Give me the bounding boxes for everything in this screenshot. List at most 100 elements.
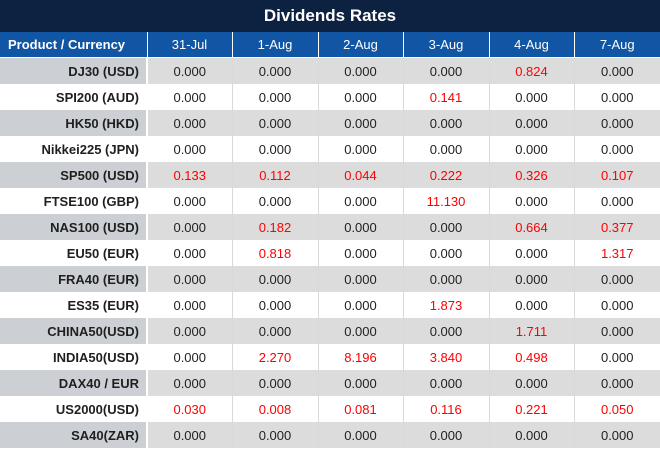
- value-cell: 0.112: [231, 162, 318, 188]
- table-row: INDIA50(USD) 0.000 2.270 8.196 3.840 0.498 0.0…: [0, 344, 660, 370]
- value-cell: 0.141: [402, 84, 489, 110]
- value-cell: 0.000: [146, 110, 232, 136]
- value-cell: 0.824: [488, 57, 574, 84]
- value-cell: 0.000: [317, 110, 403, 136]
- product-cell: DAX40 / EUR: [0, 370, 147, 396]
- value-cell: 0.000: [317, 292, 403, 318]
- value-cell: 0.000: [231, 110, 318, 136]
- value-cell: 0.000: [231, 57, 318, 84]
- value-cell: 0.000: [402, 136, 489, 162]
- value-cell: 0.000: [231, 136, 318, 162]
- value-cell: 0.377: [573, 214, 660, 240]
- value-cell: 1.317: [573, 240, 660, 266]
- table-row: DAX40 / EUR 0.000 0.000 0.000 0.000 0.000 0.00…: [0, 370, 660, 396]
- value-cell: 0.000: [573, 318, 660, 344]
- value-cell: 0.000: [146, 214, 232, 240]
- value-cell: 0.000: [231, 84, 318, 110]
- value-cell: 0.000: [402, 240, 489, 266]
- header-product-currency: Product / Currency: [0, 32, 147, 58]
- value-cell: 1.711: [488, 318, 574, 344]
- product-cell: FRA40 (EUR): [0, 266, 147, 292]
- value-cell: 0.000: [231, 422, 318, 448]
- value-cell: 0.000: [488, 292, 574, 318]
- value-cell: 0.000: [146, 422, 232, 448]
- value-cell: 0.000: [317, 214, 403, 240]
- value-cell: 0.000: [488, 84, 574, 110]
- value-cell: 0.664: [488, 214, 574, 240]
- value-cell: 0.221: [488, 396, 574, 422]
- value-cell: 0.000: [146, 188, 232, 214]
- value-cell: 0.000: [231, 292, 318, 318]
- value-cell: 0.044: [317, 162, 403, 188]
- product-cell: INDIA50(USD): [0, 344, 147, 370]
- table-row: Nikkei225 (JPN) 0.000 0.000 0.000 0.000 0.000…: [0, 136, 660, 162]
- table-row: EU50 (EUR) 0.000 0.818 0.000 0.000 0.000 1.317: [0, 240, 660, 266]
- value-cell: 0.000: [573, 136, 660, 162]
- value-cell: 0.000: [317, 266, 403, 292]
- header-date-2-aug: 2-Aug: [317, 32, 403, 58]
- product-cell: CHINA50(USD): [0, 318, 147, 344]
- header-date-4-aug: 4-Aug: [488, 32, 574, 58]
- table-title: Dividends Rates: [0, 0, 660, 32]
- value-cell: 0.000: [146, 57, 232, 84]
- value-cell: 0.222: [402, 162, 489, 188]
- value-cell: 0.000: [573, 266, 660, 292]
- value-cell: 0.000: [402, 370, 489, 396]
- value-cell: 0.000: [573, 344, 660, 370]
- value-cell: 0.818: [231, 240, 318, 266]
- table-row: SA40(ZAR) 0.000 0.000 0.000 0.000 0.000 0.000: [0, 422, 660, 448]
- table-row: US2000(USD) 0.030 0.008 0.081 0.116 0.221 0.05…: [0, 396, 660, 422]
- product-cell: FTSE100 (GBP): [0, 188, 147, 214]
- product-cell: US2000(USD): [0, 396, 147, 422]
- value-cell: 0.000: [146, 84, 232, 110]
- value-cell: 0.000: [317, 57, 403, 84]
- value-cell: 0.000: [146, 292, 232, 318]
- value-cell: 0.000: [231, 370, 318, 396]
- value-cell: 0.000: [573, 57, 660, 84]
- header-date-1-aug: 1-Aug: [231, 32, 318, 58]
- value-cell: 0.326: [488, 162, 574, 188]
- value-cell: 0.000: [402, 110, 489, 136]
- product-cell: Nikkei225 (JPN): [0, 136, 147, 162]
- value-cell: 0.000: [488, 136, 574, 162]
- value-cell: 0.000: [402, 214, 489, 240]
- value-cell: 2.270: [231, 344, 318, 370]
- value-cell: 0.000: [573, 188, 660, 214]
- value-cell: 3.840: [402, 344, 489, 370]
- product-cell: HK50 (HKD): [0, 110, 147, 136]
- value-cell: 0.000: [146, 318, 232, 344]
- value-cell: 0.030: [146, 396, 232, 422]
- product-cell: NAS100 (USD): [0, 214, 147, 240]
- value-cell: 0.000: [317, 136, 403, 162]
- value-cell: 0.116: [402, 396, 489, 422]
- value-cell: 0.182: [231, 214, 318, 240]
- value-cell: 0.000: [146, 344, 232, 370]
- value-cell: 0.000: [402, 318, 489, 344]
- value-cell: 0.000: [317, 240, 403, 266]
- value-cell: 0.000: [317, 84, 403, 110]
- value-cell: 0.000: [146, 370, 232, 396]
- product-cell: EU50 (EUR): [0, 240, 147, 266]
- product-cell: SA40(ZAR): [0, 422, 147, 448]
- value-cell: 0.000: [573, 110, 660, 136]
- value-cell: 0.000: [402, 422, 489, 448]
- value-cell: 0.000: [402, 266, 489, 292]
- table-row: NAS100 (USD) 0.000 0.182 0.000 0.000 0.664 0.3…: [0, 214, 660, 240]
- value-cell: 0.498: [488, 344, 574, 370]
- table-row: CHINA50(USD) 0.000 0.000 0.000 0.000 1.711 0.0…: [0, 318, 660, 344]
- dividends-table: Product / Currency 31-Jul 1-Aug 2-Aug 3-…: [0, 32, 660, 448]
- header-date-3-aug: 3-Aug: [402, 32, 489, 58]
- value-cell: 0.000: [317, 318, 403, 344]
- header-date-31-jul: 31-Jul: [146, 32, 232, 58]
- table-row: FRA40 (EUR) 0.000 0.000 0.000 0.000 0.000 0.00…: [0, 266, 660, 292]
- value-cell: 0.000: [231, 188, 318, 214]
- value-cell: 0.000: [146, 136, 232, 162]
- table-row: SPI200 (AUD) 0.000 0.000 0.000 0.141 0.000 0.0…: [0, 84, 660, 110]
- product-cell: SPI200 (AUD): [0, 84, 147, 110]
- value-cell: 0.133: [146, 162, 232, 188]
- value-cell: 0.107: [573, 162, 660, 188]
- value-cell: 0.000: [488, 422, 574, 448]
- value-cell: 0.000: [317, 188, 403, 214]
- value-cell: 0.000: [573, 422, 660, 448]
- value-cell: 8.196: [317, 344, 403, 370]
